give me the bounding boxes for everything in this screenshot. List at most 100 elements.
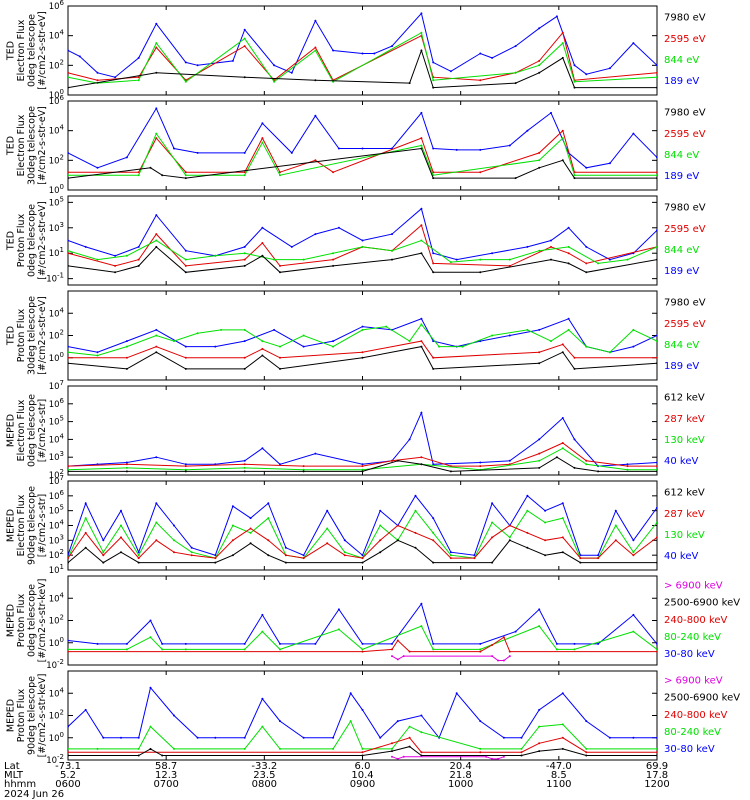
data-point xyxy=(526,245,529,248)
data-point xyxy=(544,554,547,557)
data-point xyxy=(391,642,393,645)
legend-entry: 844 eV xyxy=(664,245,699,256)
data-point xyxy=(585,345,588,348)
data-point xyxy=(68,648,69,651)
data-point xyxy=(337,147,340,150)
data-point xyxy=(279,747,281,750)
data-point xyxy=(455,258,458,261)
data-point xyxy=(379,551,382,554)
data-point xyxy=(279,463,281,466)
data-point xyxy=(102,539,105,542)
data-point xyxy=(550,258,552,261)
data-point xyxy=(302,334,305,337)
data-point xyxy=(491,56,494,59)
data-point xyxy=(267,502,270,505)
data-point xyxy=(432,531,435,534)
footer-mlt-value: 12.3 xyxy=(155,770,177,781)
data-point xyxy=(243,28,246,31)
data-point xyxy=(184,80,187,83)
y-tick-label: 107 xyxy=(49,379,64,392)
data-point xyxy=(432,252,435,255)
data-point xyxy=(261,122,264,125)
data-point xyxy=(573,648,576,651)
footer-hhmm-value: 0900 xyxy=(350,779,375,790)
data-point xyxy=(343,551,346,554)
y-axis-label-line: TED xyxy=(5,136,16,156)
data-point xyxy=(125,356,128,359)
series-line-3 xyxy=(68,239,657,264)
data-point xyxy=(184,367,187,370)
data-point xyxy=(279,264,281,267)
data-point xyxy=(432,262,435,265)
y-tick-label: 103 xyxy=(49,533,64,546)
y-tick-label: 100 xyxy=(49,636,64,649)
data-point xyxy=(184,174,187,177)
data-point xyxy=(508,524,511,527)
data-point xyxy=(656,156,657,159)
data-point xyxy=(173,539,175,542)
data-point xyxy=(538,166,541,169)
data-point xyxy=(314,159,317,162)
data-point xyxy=(155,456,158,459)
data-point xyxy=(573,177,576,180)
data-point xyxy=(68,725,69,728)
data-point xyxy=(656,461,657,464)
data-point xyxy=(214,254,217,257)
data-point xyxy=(432,539,435,542)
data-point xyxy=(184,345,187,348)
data-point xyxy=(632,42,635,45)
data-point xyxy=(68,177,69,180)
data-point xyxy=(538,466,541,469)
data-point xyxy=(585,166,588,169)
footer-lat-value: 69.9 xyxy=(646,761,668,772)
data-point xyxy=(114,76,117,79)
data-point xyxy=(84,546,87,549)
data-point xyxy=(420,345,423,348)
data-point xyxy=(585,262,588,265)
data-point xyxy=(173,714,175,717)
data-point xyxy=(449,261,452,264)
data-point xyxy=(502,736,505,739)
data-point xyxy=(432,271,435,274)
data-point xyxy=(538,725,541,728)
data-point xyxy=(137,174,140,177)
data-point xyxy=(68,174,69,177)
data-point xyxy=(361,470,364,473)
data-point xyxy=(332,264,335,267)
data-point xyxy=(656,736,657,739)
data-point xyxy=(68,239,69,242)
footer-hhmm-value: 0800 xyxy=(252,779,277,790)
data-point xyxy=(243,171,246,174)
data-point xyxy=(243,356,246,359)
data-point xyxy=(573,356,576,359)
data-point xyxy=(567,262,570,265)
data-point xyxy=(249,527,252,530)
data-point xyxy=(479,650,482,653)
data-point xyxy=(432,463,435,466)
legend-entry: 30-80 keV xyxy=(664,649,715,660)
data-point xyxy=(402,755,405,758)
data-point xyxy=(332,258,335,261)
data-point xyxy=(656,71,657,74)
data-point xyxy=(332,345,335,348)
data-point xyxy=(68,465,69,468)
data-point xyxy=(391,459,393,462)
data-point xyxy=(391,233,393,236)
data-point xyxy=(656,229,657,232)
data-point xyxy=(302,258,305,261)
data-point xyxy=(561,442,564,444)
data-point xyxy=(555,456,558,459)
data-point xyxy=(632,613,635,616)
data-point xyxy=(161,648,164,651)
data-point xyxy=(432,367,435,370)
data-point xyxy=(473,557,476,560)
data-point xyxy=(502,755,505,758)
data-point xyxy=(243,642,246,645)
data-point xyxy=(656,521,657,524)
legend-entry: 240-800 keV xyxy=(664,615,728,626)
data-point xyxy=(243,264,246,267)
data-point xyxy=(243,367,246,370)
data-point xyxy=(656,642,657,645)
series-line-3 xyxy=(68,636,657,653)
